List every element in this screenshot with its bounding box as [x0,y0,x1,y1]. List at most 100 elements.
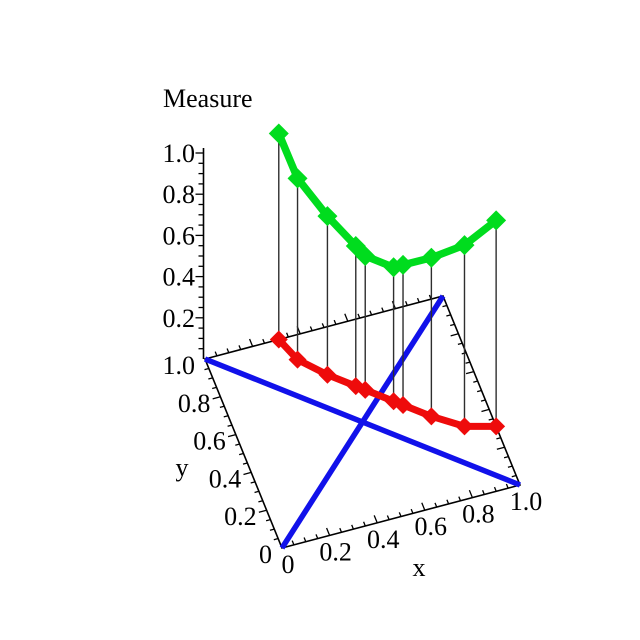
x-tick-label: 0.2 [319,537,352,566]
z-tick-label: 0.4 [163,263,196,292]
z-axis-title: Measure [163,84,253,113]
x-axis-front-edge-tick [339,527,343,533]
projection-marker [422,407,441,426]
x-axis-front-edge-tick [468,489,474,498]
y-axis-right-edge-tick [481,408,490,413]
x-axis-front-edge-tick [482,490,485,495]
x-axis-back-edge-tick [262,338,266,344]
y-axis-left-edge-tick [265,519,271,522]
projection-marker [455,417,474,436]
y-axis-left-edge-tick [250,481,256,484]
x-axis-front-edge-tick [410,508,414,514]
x-axis-back-edge-tick [309,326,313,331]
x-axis-back-edge-tick [416,297,420,303]
projection-curve [276,337,497,430]
x-axis-front-edge-tick [291,540,295,546]
x-tick-label: 0.4 [367,525,400,554]
projection-marker [269,330,288,349]
x-axis-front-edge-tick [351,524,355,530]
x-axis-front-edge-tick [446,499,450,505]
y-axis-right-edge-tick [476,389,482,393]
y-tick-label: 1.0 [163,351,196,380]
y-axis-right-edge-tick [496,446,505,450]
x-axis-front-edge-tick [493,486,497,492]
measure-marker [268,123,289,144]
x-axis-front-edge-tick [458,496,462,501]
x-axis-front-edge-tick [325,527,331,536]
measure-marker [355,245,376,266]
y-axis-right-edge-tick [511,474,517,478]
x-axis-back-edge-tick [369,310,373,316]
x-axis-back-edge-tick [344,313,349,322]
y-axis-left-edge-tick [269,528,275,531]
y-tick-label: 0 [259,540,272,569]
measure-marker [393,254,414,275]
y-axis-left-edge-tick [227,433,236,438]
y-axis-right-edge-tick [446,314,451,317]
projection-marker [487,417,506,436]
x-axis-front-edge-tick [421,502,426,511]
y-axis-right-edge-tick [480,399,486,402]
x-axis-back-edge-tick [321,323,325,328]
y-axis-right-edge-tick [450,323,455,327]
z-tick-label: 1.0 [163,139,196,168]
y-axis-right-edge-tick [507,465,513,468]
measure-marker [317,206,338,227]
y-axis-title: y [176,453,189,482]
z-tick-label: 0.8 [163,180,196,209]
measure-marker [345,236,366,257]
y-axis-right-edge-tick [488,418,494,421]
x-axis-back-edge-tick [238,345,242,350]
y-axis-right-edge-tick [450,333,459,337]
projection-marker [318,365,337,384]
y-axis-left-edge-tick [235,443,240,446]
x-axis-front-edge-tick [398,512,402,517]
y-axis-right-edge-tick [496,437,501,440]
x-axis-front-edge-tick [315,534,319,539]
projection-marker [288,350,307,369]
x-axis-front-edge-tick [373,515,378,524]
measure-marker [454,235,475,256]
measure-marker [287,168,308,189]
y-axis-left-edge-tick [273,537,279,541]
x-tick-label: 0.6 [415,512,448,541]
diagonal-line [203,356,522,488]
measure-curve [275,132,499,272]
y-axis-right-edge-tick [465,361,471,364]
y-axis-left-edge-tick [227,424,233,427]
y-tick-label: 0.8 [178,389,211,418]
y-axis-right-edge-tick [442,304,448,308]
y-axis-right-edge-tick [473,380,478,383]
y-axis-left-edge-tick [212,396,221,400]
y-tick-label: 0.6 [193,427,226,456]
x-axis-front-edge-tick [363,521,366,527]
y-tick-label: 0.2 [224,502,257,531]
y-axis-left-edge-tick [212,386,217,390]
projection-marker [394,395,413,414]
y-axis-left-edge-tick [258,509,267,513]
measure-marker [486,210,507,231]
z-tick-label: 0.6 [163,221,196,250]
x-axis-back-edge-tick [214,351,218,357]
y-axis-left-edge-tick [254,490,260,494]
y-axis-left-edge-tick [208,377,213,380]
y-tick-label: 0.4 [209,464,242,493]
y-axis-left-edge-tick [242,462,248,465]
x-tick-label: 1.0 [510,487,543,516]
y-axis-left-edge-tick [258,500,263,503]
y-axis-left-edge-tick [204,367,210,371]
y-axis-left-edge-tick [238,452,244,456]
x-axis-back-edge-tick [357,313,361,319]
y-axis-left-edge-tick [243,471,252,476]
x-axis-title: x [413,553,426,582]
x-tick-label: 0.8 [462,500,495,529]
x-axis-back-edge-tick [405,301,408,306]
x-axis-front-edge-tick [386,515,390,520]
x-axis-front-edge-tick [505,483,509,489]
y-axis-left-edge-tick [219,405,225,409]
z-tick-label: 0.2 [163,304,196,333]
y-axis-right-edge-tick [465,370,474,375]
x-axis-front-edge-tick [434,502,438,508]
measure-marker [421,247,442,268]
